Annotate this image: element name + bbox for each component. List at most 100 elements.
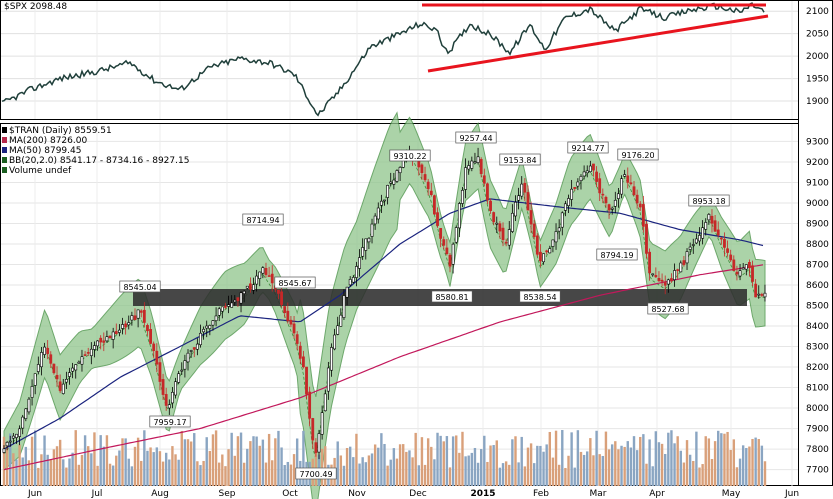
volume-bar [280, 447, 283, 486]
volume-bar [455, 435, 458, 486]
volume-bar [93, 432, 96, 486]
volume-bar [143, 430, 146, 486]
candle-body [242, 290, 246, 294]
volume-bar [670, 430, 673, 486]
volume-bar [626, 441, 629, 486]
y-tick-label: 9300 [806, 137, 829, 147]
candle-body [139, 310, 143, 313]
volume-bar [688, 454, 692, 486]
candle-body [161, 379, 165, 395]
candle-body [267, 275, 271, 277]
candle-body [52, 363, 56, 374]
candle-body [570, 188, 574, 200]
candle-body [710, 215, 714, 224]
volume-bar [586, 451, 589, 486]
volume-bar [763, 461, 767, 486]
candle-body [648, 251, 652, 274]
spx-legend: $SPX 2098.48 [4, 2, 67, 12]
volume-bar [620, 445, 623, 486]
x-tick-label: Jul [91, 489, 103, 499]
candle-body [557, 227, 561, 232]
volume-bar [707, 438, 711, 486]
volume-bar [392, 448, 396, 486]
price-annotation: 8545.67 [278, 279, 311, 288]
volume-bar [302, 430, 305, 486]
candle-body [476, 156, 480, 163]
volume-bar [754, 437, 757, 486]
volume-bar [27, 460, 31, 486]
candle-body [635, 194, 639, 204]
volume-bar [33, 430, 37, 486]
volume-bar [199, 465, 202, 486]
candle-body [298, 345, 302, 359]
x-tick-label: Aug [151, 489, 169, 499]
candle-body [27, 398, 31, 413]
candle-body [192, 347, 196, 350]
volume-bar [55, 446, 59, 486]
volume-bar [52, 449, 56, 486]
volume-bar [476, 462, 480, 486]
volume-bar [218, 462, 221, 486]
annotation-box [519, 290, 561, 303]
volume-bar [136, 437, 140, 486]
candle-body [336, 325, 340, 335]
y-tick-label: 8400 [806, 322, 829, 332]
candle-body [367, 237, 371, 243]
candle-body [127, 322, 131, 326]
candle-body [146, 325, 149, 332]
volume-bar [358, 463, 361, 486]
volume-bar [692, 460, 695, 486]
volume-bar [108, 463, 112, 486]
candle-body [295, 334, 299, 344]
candle-body [498, 223, 502, 232]
candle-body [567, 198, 570, 206]
candle-body [592, 163, 595, 171]
volume-bar [408, 450, 411, 486]
volume-bar [757, 439, 760, 486]
x-tick-label: Feb [533, 489, 549, 499]
candle-body [33, 373, 37, 386]
candle-body [230, 302, 234, 308]
candle-body [261, 267, 265, 274]
candle-body [245, 285, 249, 289]
candle-body [323, 393, 327, 412]
candle-body [744, 264, 748, 270]
volume-bar [504, 461, 508, 486]
volume-bar [348, 446, 352, 486]
volume-bar [629, 447, 633, 486]
legend-entry: Volume undef [9, 166, 72, 176]
candle-body [464, 167, 467, 190]
candle-body [748, 261, 751, 269]
volume-bar [352, 457, 355, 486]
x-tick-label: Sep [219, 489, 236, 499]
candle-body [302, 356, 305, 368]
volume-bar [723, 433, 726, 486]
candle-body [252, 284, 255, 291]
candle-body [732, 259, 736, 271]
volume-bar [30, 436, 34, 486]
candle-body [760, 294, 764, 296]
volume-bar [745, 448, 748, 486]
candle-body [379, 200, 383, 206]
candle-body [280, 291, 283, 305]
y-tick-label: 7700 [806, 466, 829, 476]
volume-bar [601, 455, 605, 486]
candle-body [358, 257, 361, 269]
volume-bar [529, 443, 533, 486]
volume-bar [517, 462, 520, 486]
candle-body [264, 268, 268, 275]
candle-body [202, 328, 206, 333]
candle-body [660, 279, 664, 282]
y-tick-label: 9100 [806, 178, 829, 188]
volume-bars [2, 430, 767, 486]
volume-bar [458, 452, 461, 486]
candle-body [548, 248, 552, 254]
volume-bar [545, 444, 548, 486]
volume-bar [576, 430, 580, 486]
volume-bar [267, 433, 271, 486]
volume-bar [741, 445, 745, 486]
annotation-box [596, 248, 638, 261]
volume-bar [21, 457, 24, 486]
volume-bar [470, 452, 474, 486]
